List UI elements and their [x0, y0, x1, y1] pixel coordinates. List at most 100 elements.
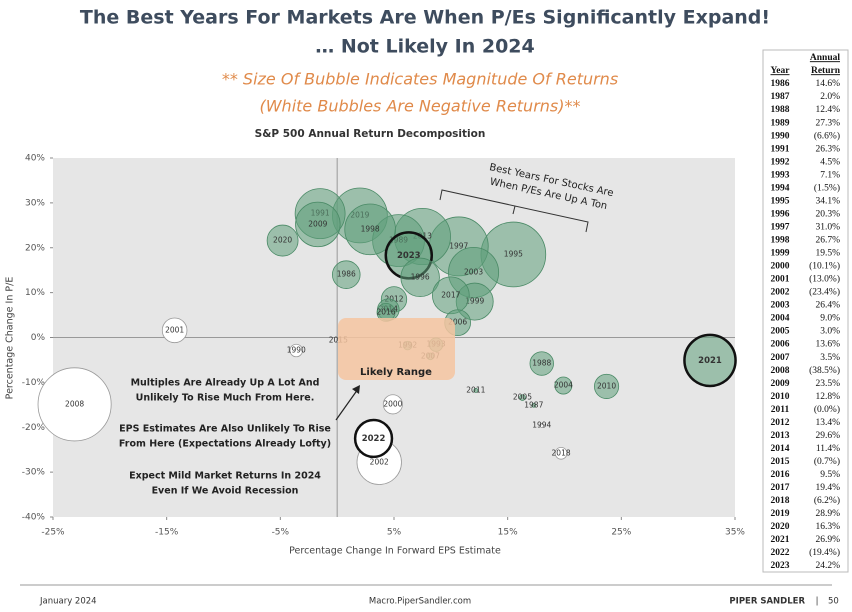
y-tick-label: 40%: [25, 154, 45, 164]
table-year: 2017: [771, 483, 790, 493]
table-return: 3.5%: [820, 353, 840, 363]
x-axis-label: Percentage Change In Forward EPS Estimat…: [289, 546, 501, 557]
bubble-label: 1988: [532, 359, 551, 368]
table-year: 2015: [771, 457, 790, 467]
bubble: [161, 317, 188, 344]
table-return: 19.5%: [815, 249, 840, 259]
table-year: 2013: [771, 431, 790, 441]
bubble-label: 2020: [273, 236, 292, 245]
table-return: (0.7%): [814, 456, 840, 467]
bubble-label: 2016: [376, 307, 395, 316]
table-return: 13.6%: [815, 340, 840, 350]
table-return: 31.0%: [815, 222, 840, 232]
table-return: (0.0%): [814, 404, 840, 415]
bubble: [289, 343, 303, 358]
y-tick-label: 0%: [31, 333, 46, 343]
table-return: 26.4%: [815, 301, 840, 311]
table-year: 1986: [771, 79, 790, 89]
bubble-label: 1999: [465, 297, 484, 306]
bubble: [539, 423, 545, 428]
table-header: Annual: [810, 53, 840, 63]
table-return: 12.8%: [815, 392, 840, 402]
table-year: 2011: [771, 405, 790, 415]
y-tick-label: -30%: [22, 468, 46, 478]
bubble-label: 2003: [464, 267, 483, 276]
arrow-head: [352, 385, 360, 394]
bubble: [554, 376, 573, 395]
table-year: 1998: [771, 236, 790, 246]
table-year: 2023: [771, 561, 790, 571]
y-axis-label: Percentage Change In P/E: [5, 277, 16, 400]
table-return: (19.4%): [809, 547, 840, 558]
table-return: (13.0%): [809, 274, 840, 285]
table-header: Return: [811, 66, 841, 76]
bubble-label: 2002: [370, 457, 389, 466]
y-tick-label: 10%: [25, 288, 45, 298]
table-return: 13.4%: [815, 418, 840, 428]
bubble-label: 1986: [337, 270, 356, 279]
footer-site: Macro.PiperSandler.com: [369, 597, 471, 607]
table-return: 7.1%: [820, 170, 840, 180]
table-year: 2004: [771, 314, 790, 324]
note: Unlikely To Rise Much From Here.: [136, 393, 315, 404]
table-return: 2.0%: [820, 92, 840, 102]
bubble-label: 1996: [411, 272, 430, 281]
bubble-label: 2022: [362, 434, 386, 444]
chart-title: S&P 500 Annual Return Decomposition: [255, 128, 486, 140]
table-year: 2002: [771, 288, 790, 298]
bubble-label: 1990: [287, 346, 306, 355]
table-return: (23.4%): [809, 287, 840, 298]
table-year: 1990: [771, 131, 790, 141]
table-year: 1993: [771, 170, 790, 180]
table-return: (6.6%): [814, 130, 840, 141]
bubble: [554, 446, 568, 460]
bubble-label: 2009: [308, 219, 327, 228]
bubble-label: 2004: [554, 381, 573, 390]
footer-date: January 2024: [39, 597, 97, 607]
table-year: 2006: [771, 340, 790, 350]
x-tick-label: 25%: [611, 528, 631, 538]
bubble: [344, 203, 396, 256]
table-header: Year: [771, 66, 791, 76]
bubble: [295, 201, 341, 248]
table-return: (6.2%): [814, 495, 840, 506]
table-return: 4.5%: [820, 157, 840, 167]
table-return: (10.1%): [809, 261, 840, 272]
bubble: [473, 388, 479, 393]
y-tick-label: -10%: [22, 378, 46, 388]
table-year: 1997: [771, 222, 790, 232]
footer-brand: PIPER SANDLER: [729, 597, 805, 607]
table-year: 2010: [771, 392, 790, 402]
bubble-label: 2012: [384, 294, 403, 303]
y-tick-label: 30%: [25, 198, 45, 208]
table-year: 2001: [771, 275, 790, 285]
table-return: 34.1%: [815, 196, 840, 206]
table-return: (38.5%): [809, 365, 840, 376]
table-year: 2014: [771, 444, 790, 454]
bubble: [353, 418, 394, 459]
table-year: 2018: [771, 496, 790, 506]
table-year: 2012: [771, 418, 790, 428]
table-return: 9.0%: [820, 314, 840, 324]
note: EPS Estimates Are Also Unlikely To Rise: [119, 424, 331, 435]
table-return: 26.7%: [815, 236, 840, 246]
bubble-label: 2000: [383, 399, 402, 408]
bubble-label: 2011: [466, 385, 485, 394]
table-return: 27.3%: [815, 118, 840, 128]
bubble-label: 2010: [597, 381, 616, 390]
table-year: 1996: [771, 209, 790, 219]
table-year: 2016: [771, 470, 790, 480]
table-year: 1999: [771, 249, 790, 259]
table-return: 3.0%: [820, 327, 840, 337]
likely-range-box: [338, 318, 455, 380]
table-return: 26.3%: [815, 144, 840, 154]
table-year: 1992: [771, 157, 790, 167]
bubble: [519, 394, 526, 401]
bubble-label: 2008: [65, 399, 84, 408]
bubble: [331, 260, 361, 289]
x-tick-label: 5%: [387, 528, 402, 538]
table-return: 29.6%: [815, 431, 840, 441]
table-year: 2003: [771, 301, 790, 311]
bubble-label: 2006: [448, 318, 467, 327]
